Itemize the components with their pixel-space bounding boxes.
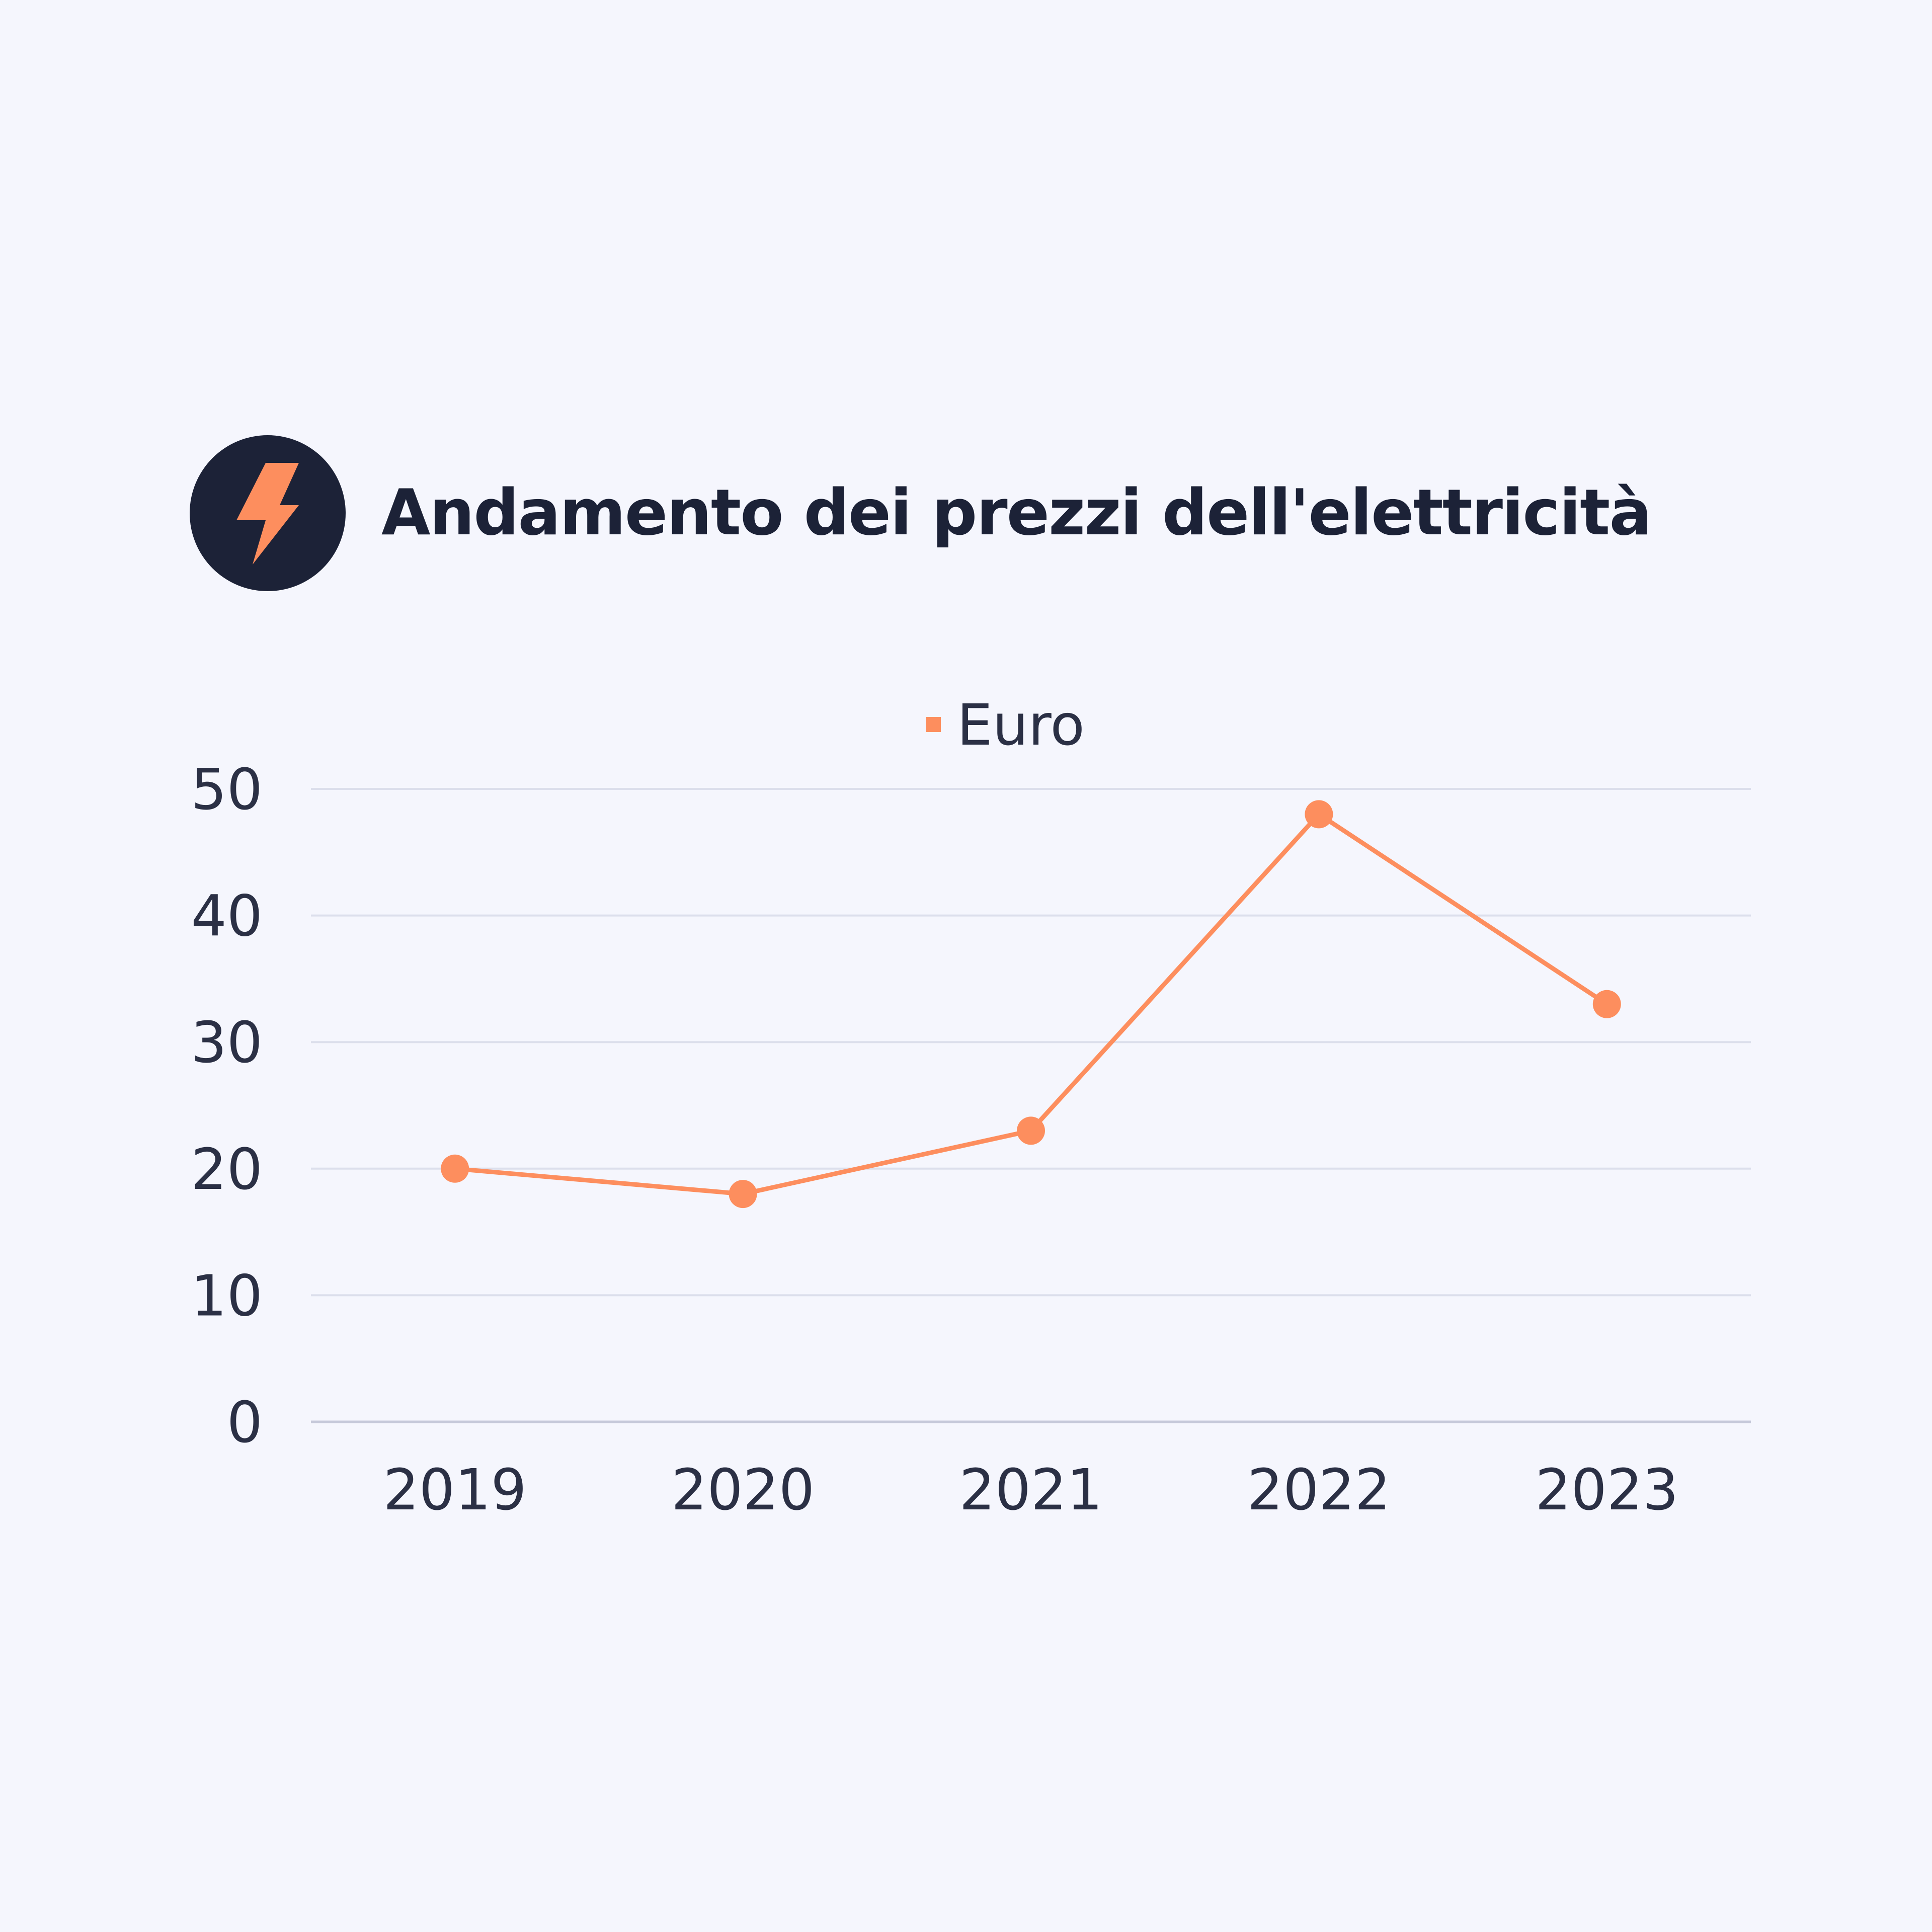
y-tick-label-0: 0 [227,1390,263,1456]
chart-header: Andamento dei prezzi dell'elettricità [190,435,1652,591]
y-tick-label-50: 50 [191,757,263,823]
data-point-2021 [1017,1116,1045,1145]
data-point-2019 [441,1154,469,1183]
series-euro [441,800,1621,1209]
x-tick-label-2022: 2022 [1247,1458,1391,1523]
x-tick-label-2023: 2023 [1535,1458,1678,1523]
y-tick-label-40: 40 [191,884,263,949]
x-tick-label-2019: 2019 [383,1458,527,1523]
legend: Euro [926,693,1085,758]
y-tick-label-10: 10 [191,1263,263,1329]
y-axis: 0 10 20 30 40 50 [191,757,263,1456]
x-tick-label-2021: 2021 [959,1458,1102,1523]
data-point-2020 [729,1180,757,1209]
y-tick-label-20: 20 [191,1137,263,1202]
x-axis: 2019 2020 2021 2022 2023 [383,1458,1679,1523]
chart-title: Andamento dei prezzi dell'elettricità [381,475,1651,549]
data-point-2022 [1305,800,1333,829]
lightning-bolt-icon [236,463,299,565]
y-tick-label-30: 30 [191,1010,263,1076]
x-tick-label-2020: 2020 [671,1458,815,1523]
data-point-2023 [1592,990,1621,1018]
legend-label-euro: Euro [957,693,1085,758]
legend-swatch-euro [926,717,941,732]
grid [311,788,1751,1423]
